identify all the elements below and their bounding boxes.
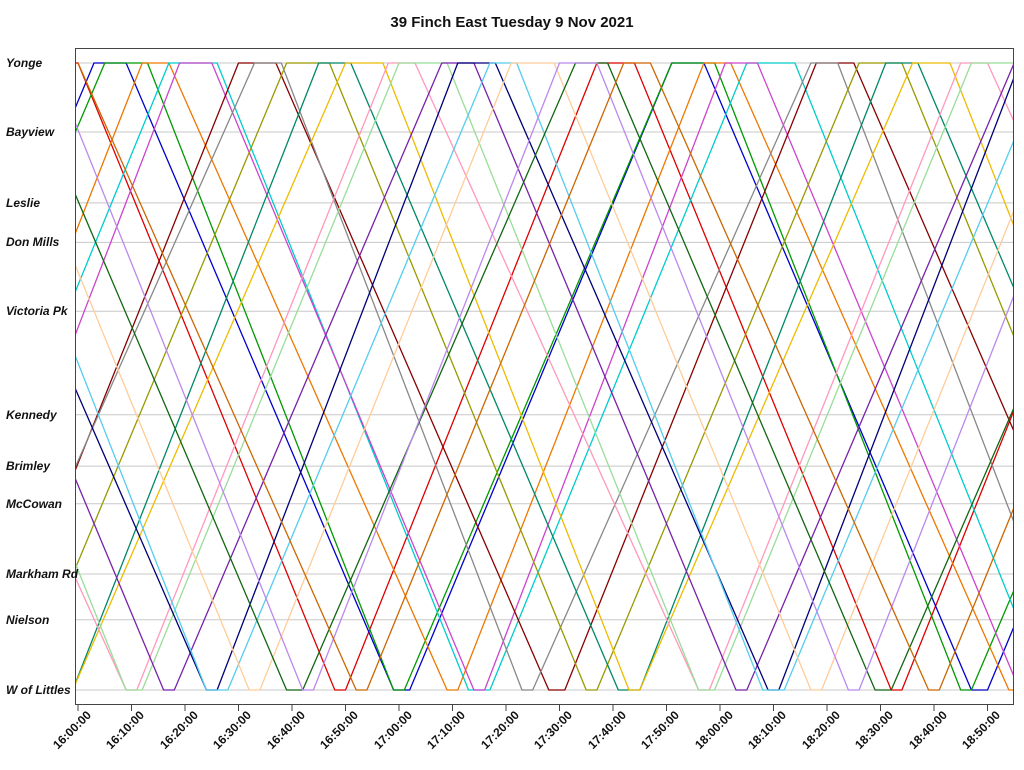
x-axis-label-18-50-00: 18:50:00: [959, 708, 1004, 752]
chart-title: 39 Finch East Tuesday 9 Nov 2021: [390, 14, 634, 31]
y-axis-label-nielson: Nielson: [6, 612, 50, 627]
x-axis-label-18-20-00: 18:20:00: [799, 708, 843, 752]
x-axis-label-16-00-00: 16:00:00: [50, 708, 94, 752]
x-axis-label-18-10-00: 18:10:00: [745, 708, 790, 752]
x-axis-label-16-30-00: 16:30:00: [210, 708, 255, 752]
series-run-13: [75, 62, 1014, 691]
series-run-19: [75, 62, 1014, 691]
y-axis-label-yonge: Yonge: [6, 56, 43, 70]
x-axis-label-17-30-00: 17:30:00: [531, 708, 576, 752]
series-run-14: [75, 62, 1014, 691]
x-axis-label-17-20-00: 17:20:00: [478, 708, 522, 752]
x-axis-label-16-20-00: 16:20:00: [157, 708, 201, 752]
y-axis-label-brimley: Brimley: [6, 459, 51, 474]
series-run-11: [75, 62, 1014, 691]
series-run-09: [75, 62, 1014, 691]
x-axis-label-18-30-00: 18:30:00: [852, 708, 897, 752]
y-axis-label-leslie: Leslie: [6, 195, 41, 210]
x-axis-label-16-50-00: 16:50:00: [317, 708, 362, 752]
plot-area: [75, 48, 1014, 711]
series-run-04: [75, 62, 1014, 691]
y-axis-label-mccowan: McCowan: [6, 496, 63, 511]
y-axis-label-don-mills: Don Mills: [6, 235, 60, 250]
x-axis-label-17-10-00: 17:10:00: [424, 708, 469, 752]
series-run-10: [75, 62, 1014, 691]
series-run-17: [75, 62, 1014, 691]
y-axis-label-kennedy: Kennedy: [6, 407, 57, 422]
x-axis-label-17-50-00: 17:50:00: [638, 708, 683, 752]
x-axis-label-17-40-00: 17:40:00: [585, 708, 629, 752]
series-run-01: [75, 62, 1014, 691]
x-axis-label-16-40-00: 16:40:00: [264, 708, 308, 752]
series-run-03: [75, 62, 1014, 691]
y-axis-label-w-of-littles: W of Littles: [6, 683, 71, 697]
plot-border: [75, 48, 1014, 705]
x-axis-label-17-00-00: 17:00:00: [371, 708, 415, 752]
x-axis-label-18-40-00: 18:40:00: [906, 708, 950, 752]
series-run-06: [75, 62, 1014, 691]
series-run-20: [77, 62, 1014, 691]
y-axis-label-bayview: Bayview: [6, 124, 55, 139]
series-run-08: [75, 62, 1014, 691]
y-axis-label-victoria-pk: Victoria Pk: [6, 304, 68, 319]
y-axis-label-markham-rd: Markham Rd: [6, 567, 79, 581]
x-axis-label-16-10-00: 16:10:00: [103, 708, 148, 752]
x-axis-label-18-00-00: 18:00:00: [692, 708, 736, 752]
series-run-05: [75, 62, 1014, 691]
